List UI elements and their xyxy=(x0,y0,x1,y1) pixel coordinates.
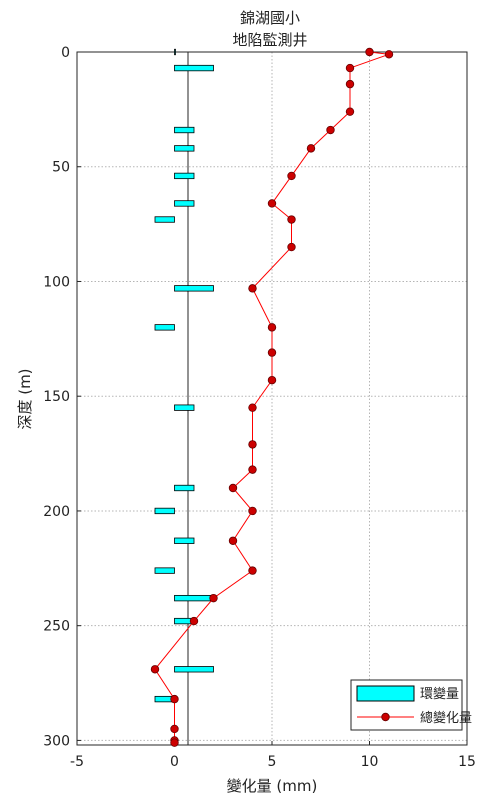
data-point xyxy=(306,144,316,153)
series-line xyxy=(154,51,390,743)
data-point xyxy=(189,616,199,626)
x-tick-label: 5 xyxy=(268,754,277,770)
x-tick-label: 15 xyxy=(458,754,476,770)
data-point xyxy=(248,465,257,474)
data-point xyxy=(287,215,296,224)
x-axis-label: 變化量 (mm) xyxy=(227,777,318,795)
data-point xyxy=(150,665,160,674)
bar xyxy=(154,216,175,223)
data-point xyxy=(170,738,179,747)
bar xyxy=(174,172,195,180)
x-tick-label: -5 xyxy=(70,754,84,770)
data-point xyxy=(248,566,257,575)
bar xyxy=(174,145,195,152)
bar xyxy=(174,404,195,411)
bar xyxy=(174,484,195,492)
data-point xyxy=(248,403,257,412)
bar xyxy=(174,48,176,56)
x-tick-label: 0 xyxy=(170,754,179,770)
legend-line-label: 總變化量 xyxy=(420,710,472,726)
data-point xyxy=(326,125,335,135)
legend-bar-swatch xyxy=(356,685,415,702)
y-tick-label: 100 xyxy=(43,274,70,290)
data-point xyxy=(267,199,277,208)
data-point xyxy=(209,593,218,603)
line-series xyxy=(150,47,394,747)
data-point xyxy=(365,47,374,57)
bar xyxy=(174,64,214,72)
data-point xyxy=(228,536,238,545)
bar xyxy=(174,285,214,292)
data-point xyxy=(248,506,257,516)
data-point xyxy=(345,107,355,116)
data-point xyxy=(345,79,355,89)
legend-bar-label: 環變量 xyxy=(420,686,459,702)
bar xyxy=(154,567,175,574)
bar xyxy=(174,126,195,134)
data-point xyxy=(170,724,179,734)
data-point xyxy=(287,171,296,181)
chart-title-line-2: 地陷監測井 xyxy=(232,31,307,49)
y-axis-ticks: 0 50 100 150 200 250 300 xyxy=(43,45,81,749)
data-point xyxy=(248,284,257,293)
y-tick-label: 200 xyxy=(43,504,70,520)
y-tick-label: 300 xyxy=(43,733,70,749)
y-tick-label: 50 xyxy=(52,160,70,176)
legend: 環變量 總變化量 xyxy=(350,679,472,731)
bar xyxy=(174,594,214,602)
x-axis-ticks: -5 0 5 10 15 xyxy=(70,741,476,770)
bar xyxy=(174,537,195,544)
data-point xyxy=(345,63,355,73)
y-axis-label: 深度 (m) xyxy=(16,368,34,429)
data-point xyxy=(267,375,277,385)
data-point xyxy=(248,440,257,449)
bar xyxy=(154,324,175,331)
y-tick-label: 250 xyxy=(43,619,70,635)
bar-series xyxy=(154,48,214,703)
y-tick-label: 150 xyxy=(43,389,70,405)
data-point xyxy=(267,323,277,332)
legend-line-marker xyxy=(381,712,390,722)
data-point xyxy=(228,483,238,493)
data-point xyxy=(384,50,394,59)
x-tick-label: 10 xyxy=(361,754,379,770)
chart-title-line-1: 錦湖國小 xyxy=(240,9,300,27)
bar xyxy=(174,200,195,207)
data-point xyxy=(287,242,296,252)
data-point xyxy=(267,348,277,357)
data-point xyxy=(170,694,179,704)
bar xyxy=(174,666,214,673)
bar xyxy=(154,507,175,515)
grid xyxy=(77,52,467,745)
y-tick-label: 0 xyxy=(61,45,70,61)
